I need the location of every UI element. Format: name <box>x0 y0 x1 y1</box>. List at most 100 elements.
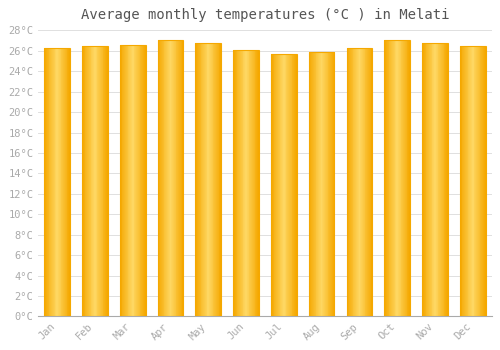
Bar <box>293 54 294 316</box>
Bar <box>59 48 60 316</box>
Bar <box>370 48 372 316</box>
Bar <box>328 52 330 316</box>
Bar <box>326 52 327 316</box>
Bar <box>290 54 292 316</box>
Bar <box>470 46 471 316</box>
Bar <box>330 52 331 316</box>
Bar <box>198 43 199 316</box>
Bar <box>349 48 350 316</box>
Bar <box>217 43 218 316</box>
Bar <box>235 50 236 316</box>
Bar <box>278 54 280 316</box>
Bar <box>388 40 390 316</box>
Bar <box>84 46 86 316</box>
Bar <box>234 50 235 316</box>
Bar <box>461 46 462 316</box>
Bar <box>478 46 479 316</box>
Bar <box>354 48 355 316</box>
Bar <box>424 43 425 316</box>
Bar <box>252 50 253 316</box>
Bar <box>289 54 290 316</box>
Bar <box>309 52 334 316</box>
Bar <box>56 48 57 316</box>
Bar <box>52 48 53 316</box>
Bar <box>90 46 92 316</box>
Bar <box>161 40 162 316</box>
Bar <box>434 43 435 316</box>
Bar <box>332 52 333 316</box>
Bar <box>142 45 143 316</box>
Bar <box>430 43 431 316</box>
Bar <box>476 46 477 316</box>
Bar <box>360 48 361 316</box>
Bar <box>102 46 104 316</box>
Bar <box>280 54 281 316</box>
Bar <box>66 48 68 316</box>
Bar <box>137 45 138 316</box>
Bar <box>422 43 448 316</box>
Bar <box>51 48 52 316</box>
Bar <box>95 46 96 316</box>
Bar <box>471 46 472 316</box>
Bar <box>435 43 436 316</box>
Bar <box>168 40 169 316</box>
Bar <box>399 40 400 316</box>
Bar <box>393 40 394 316</box>
Bar <box>331 52 332 316</box>
Bar <box>218 43 220 316</box>
Bar <box>367 48 368 316</box>
Bar <box>170 40 172 316</box>
Bar <box>209 43 210 316</box>
Bar <box>245 50 246 316</box>
Bar <box>86 46 87 316</box>
Bar <box>436 43 438 316</box>
Bar <box>214 43 215 316</box>
Bar <box>278 54 279 316</box>
Bar <box>196 43 221 316</box>
Bar <box>348 48 349 316</box>
Bar <box>233 50 259 316</box>
Bar <box>174 40 175 316</box>
Bar <box>321 52 322 316</box>
Bar <box>120 45 122 316</box>
Bar <box>107 46 108 316</box>
Bar <box>178 40 179 316</box>
Bar <box>473 46 474 316</box>
Bar <box>98 46 99 316</box>
Bar <box>57 48 58 316</box>
Bar <box>402 40 404 316</box>
Bar <box>440 43 441 316</box>
Bar <box>432 43 434 316</box>
Bar <box>180 40 182 316</box>
Bar <box>241 50 242 316</box>
Bar <box>204 43 205 316</box>
Bar <box>123 45 124 316</box>
Title: Average monthly temperatures (°C ) in Melati: Average monthly temperatures (°C ) in Me… <box>80 8 449 22</box>
Bar <box>283 54 284 316</box>
Bar <box>211 43 212 316</box>
Bar <box>272 54 274 316</box>
Bar <box>87 46 88 316</box>
Bar <box>254 50 256 316</box>
Bar <box>158 40 184 316</box>
Bar <box>284 54 285 316</box>
Bar <box>82 46 83 316</box>
Bar <box>160 40 161 316</box>
Bar <box>89 46 90 316</box>
Bar <box>332 52 334 316</box>
Bar <box>284 54 286 316</box>
Bar <box>346 48 372 316</box>
Bar <box>462 46 464 316</box>
Bar <box>45 48 46 316</box>
Bar <box>167 40 168 316</box>
Bar <box>444 43 446 316</box>
Bar <box>93 46 94 316</box>
Bar <box>65 48 66 316</box>
Bar <box>258 50 259 316</box>
Bar <box>101 46 102 316</box>
Bar <box>422 43 423 316</box>
Bar <box>48 48 50 316</box>
Bar <box>203 43 204 316</box>
Bar <box>128 45 130 316</box>
Bar <box>130 45 131 316</box>
